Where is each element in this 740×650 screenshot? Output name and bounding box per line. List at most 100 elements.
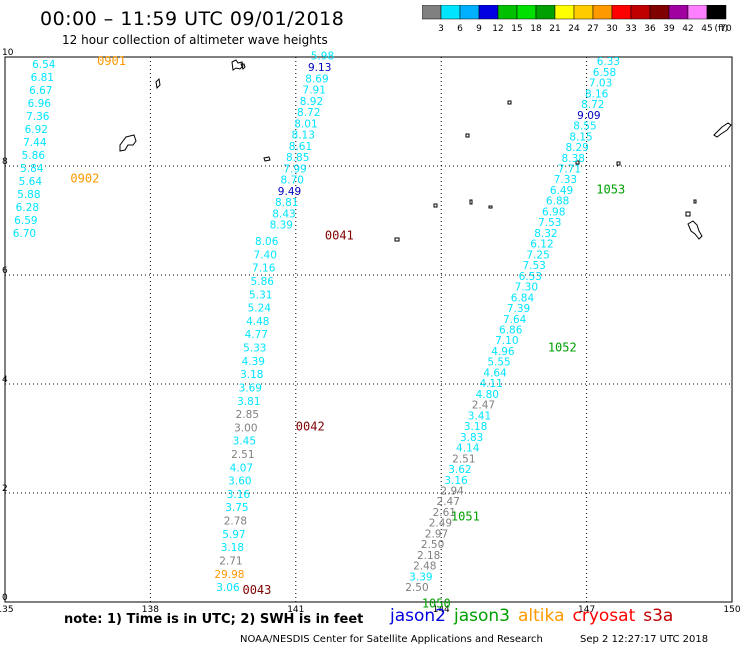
colorbar-label: 70 — [720, 24, 732, 34]
grid-lines — [5, 57, 732, 602]
x-tick-label: 141 — [287, 605, 304, 615]
island-outline — [119, 134, 137, 152]
colorbar-label: 36 — [644, 24, 656, 34]
wave-height-value: 2.48 — [413, 561, 436, 573]
wave-height-value: 2.50 — [405, 582, 428, 594]
wave-height-value: 4.14 — [456, 443, 480, 455]
satellite-legend-entry: jason3 — [454, 606, 510, 626]
wave-height-value: 2.51 — [452, 453, 475, 465]
color-scale-legend: 3 6 9 12 15 18 21 24 27 30 33 36 39 42 45 70(ft) — [422, 5, 732, 34]
wave-height-value: 5.84 — [20, 163, 44, 175]
island-outline — [240, 63, 246, 70]
island-outline — [687, 220, 703, 240]
x-tick-label: 138 — [142, 605, 159, 615]
satellite-legend-entry: cryosat — [572, 606, 636, 626]
page-title: 00:00 – 11:59 UTC 09/01/2018 — [40, 8, 345, 30]
wave-height-value: 6.53 — [519, 271, 542, 283]
island-outline — [693, 199, 697, 204]
wave-height-value: 5.31 — [249, 289, 272, 301]
colorbar-swatch — [706, 5, 727, 20]
page-subtitle: 12 hour collection of altimeter wave hei… — [62, 33, 328, 47]
wave-height-value: 3.45 — [233, 436, 256, 448]
colorbar-unit: (ft) — [714, 24, 728, 34]
wave-height-value: 7.71 — [558, 164, 581, 176]
wave-height-value: 8.69 — [305, 73, 328, 85]
wave-height-value: 8.15 — [569, 131, 592, 143]
wave-height-value: 7.36 — [26, 111, 50, 123]
colorbar-label: 3 — [438, 24, 444, 34]
wave-height-value: 6.54 — [32, 59, 56, 71]
satellite-tracks: 6.546.816.676.967.366.927.445.865.845.64… — [13, 51, 620, 594]
wave-height-value: 6.58 — [593, 67, 616, 79]
wave-height-value: 8.43 — [272, 208, 295, 220]
wave-height-value: 6.81 — [31, 72, 54, 84]
colorbar-label: 24 — [568, 24, 580, 34]
wave-height-value: 6.33 — [597, 56, 620, 68]
wave-height-value: 7.91 — [303, 85, 326, 97]
wave-height-value: 2.47 — [437, 496, 460, 508]
y-tick-label: 8 — [2, 157, 8, 167]
wave-height-value: 9.13 — [308, 62, 331, 74]
wave-height-value: 3.62 — [448, 464, 471, 476]
wave-height-value: 3.18 — [464, 421, 487, 433]
wave-height-value: 3.69 — [239, 382, 262, 394]
pass-time-label: 0043 — [242, 583, 271, 597]
y-tick-label: 2 — [2, 484, 8, 494]
wave-height-value: 5.88 — [17, 189, 40, 201]
wave-height-value: 7.39 — [507, 303, 530, 315]
wave-height-value: 4.48 — [246, 316, 269, 328]
satellite-legend: jason2 jason3 altika cryosat s3a — [390, 606, 681, 626]
wave-height-value: 9.09 — [577, 110, 600, 122]
y-tick-label: 10 — [2, 48, 14, 58]
footer-note: note: 1) Time is in UTC; 2) SWH is in fe… — [64, 612, 364, 627]
generated-timestamp: Sep 2 12:27:17 UTC 2018 — [580, 634, 709, 645]
pass-time-label: 1051 — [451, 509, 480, 523]
pass-time-label: 0901 — [97, 54, 126, 68]
wave-height-value: 7.53 — [538, 217, 561, 229]
island-outline — [616, 161, 621, 166]
satellite-legend-entry: s3a — [643, 606, 674, 626]
island-outline — [488, 205, 493, 209]
wave-height-value: 6.70 — [13, 228, 36, 240]
pass-time-label: 0041 — [325, 229, 354, 243]
wave-height-value: 7.25 — [526, 249, 549, 261]
wave-height-value: 3.16 — [444, 475, 468, 487]
x-tick-label: 150 — [723, 605, 740, 615]
wave-height-value: 3.83 — [460, 432, 483, 444]
wave-height-value: 6.96 — [28, 98, 52, 110]
wave-height-value: 4.64 — [483, 367, 507, 379]
x-tick-label: 135 — [0, 605, 14, 615]
satellite-legend-entry: jason2 — [390, 606, 446, 626]
colorbar-label: 9 — [476, 24, 482, 34]
wave-height-value: 9.49 — [278, 186, 301, 198]
island-outline — [575, 160, 580, 165]
wave-height-value: 3.39 — [409, 571, 432, 583]
wave-height-value: 7.99 — [283, 163, 306, 175]
wave-height-value: 29.98 — [214, 569, 244, 581]
wave-height-value: 8.81 — [275, 197, 298, 209]
wave-height-value: 7.30 — [515, 282, 538, 294]
wave-height-value: 2.61 — [433, 507, 456, 519]
map-frame — [4, 56, 733, 603]
wave-height-value: 3.75 — [225, 502, 248, 514]
wave-height-value: 2.51 — [231, 449, 254, 461]
colorbar-label: 21 — [549, 24, 560, 34]
wave-height-value: 8.92 — [300, 96, 323, 108]
pass-time-label: 1053 — [596, 182, 625, 196]
wave-height-value: 7.64 — [503, 314, 527, 326]
wave-height-value: 2.50 — [421, 539, 444, 551]
pass-time-label: 1052 — [548, 340, 577, 354]
island-outlines — [119, 59, 732, 242]
pass-time-label: 0042 — [296, 419, 325, 433]
wave-height-value: 8.39 — [270, 220, 293, 232]
wave-height-value: 7.10 — [495, 335, 518, 347]
colorbar-label: 30 — [606, 24, 618, 34]
wave-height-value: 3.41 — [468, 410, 491, 422]
wave-height-value: 8.72 — [581, 99, 604, 111]
wave-height-value: 5.86 — [251, 276, 275, 288]
y-tick-label: 6 — [2, 266, 8, 276]
colorbar-label: 39 — [663, 24, 675, 34]
island-outline — [231, 59, 244, 71]
wave-height-value: 7.53 — [522, 260, 545, 272]
